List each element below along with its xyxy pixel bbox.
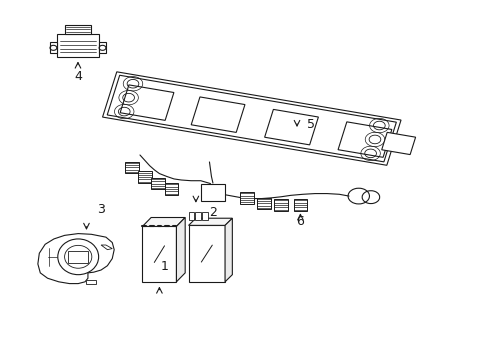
Polygon shape xyxy=(224,218,232,282)
Polygon shape xyxy=(264,109,318,145)
Polygon shape xyxy=(64,24,91,33)
Polygon shape xyxy=(257,198,270,209)
Polygon shape xyxy=(201,184,224,202)
Polygon shape xyxy=(68,251,88,263)
Polygon shape xyxy=(57,33,99,57)
Polygon shape xyxy=(191,97,244,132)
Polygon shape xyxy=(188,225,224,282)
Polygon shape xyxy=(38,234,114,284)
Polygon shape xyxy=(124,162,138,173)
Text: 1: 1 xyxy=(160,260,168,273)
Polygon shape xyxy=(120,85,174,120)
Polygon shape xyxy=(138,171,151,183)
Polygon shape xyxy=(142,217,185,226)
Polygon shape xyxy=(99,42,106,53)
Polygon shape xyxy=(274,199,287,211)
Text: 4: 4 xyxy=(74,70,81,83)
Polygon shape xyxy=(381,132,415,154)
Polygon shape xyxy=(188,218,232,225)
Polygon shape xyxy=(293,199,306,211)
Polygon shape xyxy=(151,178,164,189)
Polygon shape xyxy=(240,192,253,203)
Polygon shape xyxy=(50,42,57,53)
Polygon shape xyxy=(102,72,400,165)
Text: 5: 5 xyxy=(306,118,314,131)
Polygon shape xyxy=(176,217,185,282)
Text: 6: 6 xyxy=(296,215,304,228)
Polygon shape xyxy=(202,212,207,220)
Polygon shape xyxy=(86,280,96,284)
Polygon shape xyxy=(101,245,112,249)
Polygon shape xyxy=(337,122,391,157)
Polygon shape xyxy=(142,226,176,282)
Polygon shape xyxy=(188,212,194,220)
Text: 2: 2 xyxy=(208,206,216,219)
Polygon shape xyxy=(164,183,178,195)
Text: 3: 3 xyxy=(97,203,105,216)
Polygon shape xyxy=(195,212,201,220)
